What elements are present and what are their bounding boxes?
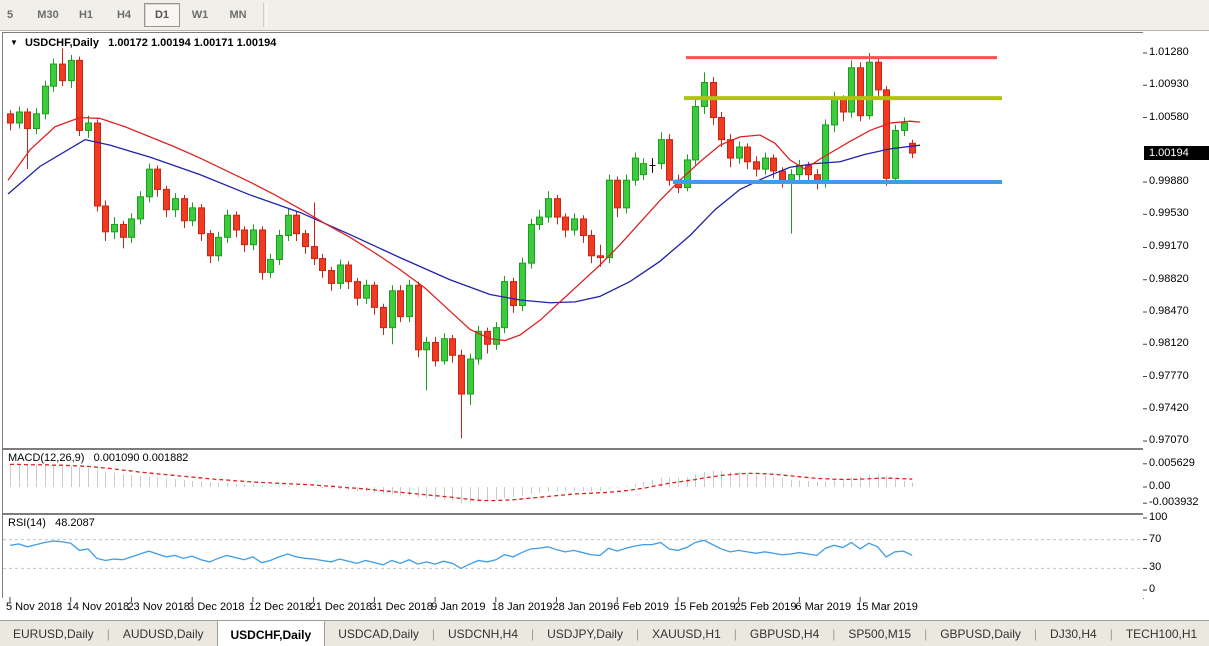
rsi-axis-label: 100	[1149, 511, 1168, 523]
price-axis-label: 0.97770	[1149, 369, 1189, 382]
timeframe-toolbar: 5 M30 H1 H4 D1 W1 MN	[0, 0, 1209, 31]
period-button-D1[interactable]: D1	[144, 3, 180, 27]
period-button-H1[interactable]: H1	[78, 9, 94, 21]
date-axis-label: 28 Jan 2019	[552, 601, 614, 613]
tab-divider: |	[431, 627, 435, 641]
price-axis-label: 0.99530	[1149, 207, 1189, 220]
chart-tab-tech100-h1[interactable]: TECH100,H1	[1125, 627, 1198, 641]
date-axis-label: 15 Mar 2019	[856, 601, 918, 613]
chart-tab-dj30-h4[interactable]: DJ30,H4	[1050, 627, 1097, 641]
date-axis-label: 9 Jan 2019	[431, 601, 486, 613]
date-axis-label: 6 Mar 2019	[795, 601, 852, 613]
toolbar-separator	[263, 3, 267, 27]
date-axis-label: 25 Feb 2019	[734, 601, 797, 613]
macd-axis-label: -0.003932	[1149, 496, 1199, 509]
chart-tab-eurusd-daily[interactable]: EURUSD,Daily	[13, 627, 94, 641]
date-axis-label: 23 Nov 2018	[127, 601, 190, 613]
macd-axis-label: 0.00	[1149, 480, 1171, 492]
tab-divider: |	[635, 627, 640, 641]
tab-divider: |	[733, 627, 737, 641]
chart-tab-sp500-m15[interactable]: SP500,M15	[848, 627, 912, 641]
period-button-5[interactable]: 5	[6, 9, 14, 21]
chart-tab-usdjpy-daily[interactable]: USDJPY,Daily	[547, 627, 623, 641]
chart-tab-usdcnh-h4[interactable]: USDCNH,H4	[448, 627, 519, 641]
rsi-value: 48.2087	[55, 517, 95, 529]
tab-divider: |	[924, 627, 928, 641]
chart-title: ▼ USDCHF,Daily 1.00172 1.00194 1.00171 1…	[10, 37, 276, 49]
date-axis-label: 15 Feb 2019	[673, 601, 736, 613]
date-axis-label: 18 Jan 2019	[491, 601, 553, 613]
macd-values: 0.001090 0.001882	[93, 452, 189, 464]
chart-tab-gbpusd-daily[interactable]: GBPUSD,Daily	[940, 627, 1021, 641]
rsi-axis-label: 30	[1149, 561, 1162, 574]
chart-dropdown-icon: ▼	[10, 38, 18, 47]
price-axis-label: 0.97070	[1149, 434, 1189, 447]
date-axis-label: 14 Nov 2018	[66, 601, 130, 613]
main-chart-pane[interactable]	[2, 32, 1144, 449]
period-button-W1[interactable]: W1	[191, 9, 209, 21]
rsi-indicator-label: RSI(14) 48.2087	[8, 517, 95, 529]
macd-axis-label: 0.005629	[1149, 456, 1195, 469]
price-axis-label: 0.99170	[1149, 240, 1189, 253]
tab-divider: |	[1033, 627, 1038, 641]
price-axis-label: 1.01280	[1149, 46, 1189, 58]
current-price-badge: 1.00194	[1144, 146, 1209, 161]
chart-tab-usdchf-daily[interactable]: USDCHF,Daily	[216, 621, 326, 646]
tab-divider: |	[832, 627, 836, 641]
chart-tab-audusd-daily[interactable]: AUDUSD,Daily	[122, 627, 204, 641]
price-axis-label: 0.98470	[1149, 304, 1189, 317]
date-axis-label: 3 Dec 2018	[188, 601, 245, 613]
price-axis[interactable]	[1143, 32, 1209, 598]
price-axis-label: 0.99880	[1149, 175, 1189, 188]
rsi-axis-label: 70	[1149, 532, 1162, 545]
date-axis-label: 12 Dec 2018	[248, 601, 312, 613]
chart-tab-xauusd-h1[interactable]: XAUUSD,H1	[652, 627, 721, 641]
chart-tab-bar: EURUSD,Daily | AUDUSD,Daily USDCHF,Daily USD…	[0, 620, 1209, 646]
date-axis-label: 31 Dec 2018	[370, 601, 433, 613]
chart-tab-usdcad-daily[interactable]: USDCAD,Daily	[338, 627, 419, 641]
rsi-axis-label: 0	[1149, 583, 1156, 595]
period-button-H4[interactable]: H4	[116, 9, 132, 21]
tab-divider: |	[1109, 627, 1113, 641]
price-axis-label: 0.98120	[1149, 337, 1189, 350]
price-axis-label: 0.97420	[1149, 401, 1189, 414]
tab-divider: |	[106, 627, 110, 641]
macd-indicator-label: MACD(12,26,9) 0.001090 0.001882	[8, 452, 189, 464]
period-button-M30[interactable]: M30	[37, 9, 59, 21]
date-axis-label: 6 Feb 2019	[613, 601, 669, 613]
chart-symbol-label: USDCHF,Daily	[24, 37, 99, 49]
price-axis-label: 0.98820	[1149, 272, 1189, 285]
tab-divider: |	[531, 627, 535, 641]
date-axis-label: 21 Dec 2018	[309, 601, 373, 613]
price-axis-label: 1.00930	[1149, 78, 1189, 91]
price-axis-label: 1.00580	[1149, 110, 1189, 123]
date-axis-label: 5 Nov 2018	[6, 601, 63, 613]
chart-ohlc-values: 1.00172 1.00194 1.00171 1.00194	[108, 37, 277, 49]
period-button-MN[interactable]: MN	[229, 9, 247, 21]
chart-tab-gbpusd-h4[interactable]: GBPUSD,H4	[749, 627, 820, 641]
time-axis[interactable]	[2, 598, 1143, 619]
